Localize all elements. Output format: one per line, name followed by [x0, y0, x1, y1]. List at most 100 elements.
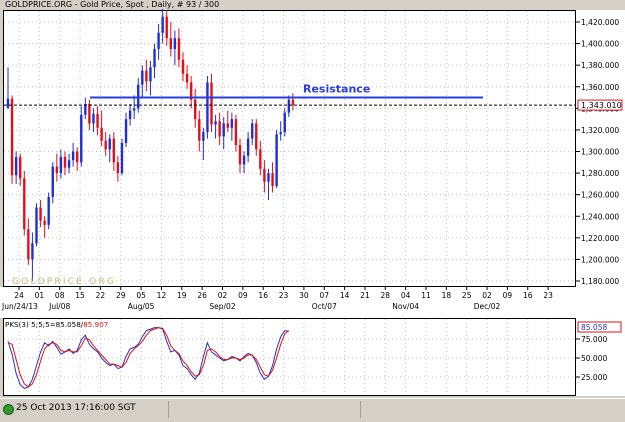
- indicator-panel[interactable]: [3, 318, 576, 396]
- time-axis-month-label: Oct/07: [312, 302, 337, 311]
- watermark: GOLDPRICE.ORG: [12, 277, 116, 287]
- price-bar-body: [116, 162, 120, 174]
- time-axis-label: 09: [503, 291, 513, 300]
- price-axis-label: 1,240.000: [581, 212, 619, 221]
- price-bar-body: [275, 134, 278, 187]
- indicator-lines: [7, 327, 290, 389]
- current-price-label: 1,343.010: [581, 101, 622, 110]
- time-axis-month-label: Jun/24/13: [1, 302, 38, 311]
- time-axis-label: 22: [96, 291, 106, 300]
- price-bar-body: [47, 196, 50, 225]
- price-bar-body: [80, 114, 83, 163]
- price-bar-body: [287, 99, 291, 113]
- status-datetime: 25 Oct 2013 17:16:00 SGT: [16, 403, 136, 413]
- price-axis-label: 1,380.000: [581, 61, 619, 70]
- current-price-badge: [577, 99, 623, 111]
- price-bar-body: [169, 38, 172, 49]
- price-bar-body: [100, 127, 103, 141]
- price-bar-body: [10, 98, 14, 176]
- price-bar-body: [255, 123, 258, 150]
- price-bar-body: [263, 168, 266, 182]
- chart-title: GOLDPRICE.ORG - Gold Price, Spot , Daily…: [5, 0, 220, 9]
- indicator-value-badge: [577, 321, 622, 333]
- indicator-value-label: 85.058: [581, 323, 607, 332]
- price-axis-label: 1,220.000: [581, 234, 619, 243]
- time-axis-label: 02: [218, 291, 228, 300]
- price-bars: [6, 9, 295, 281]
- indicator-line-signal: [7, 327, 290, 388]
- price-bar-body: [230, 119, 234, 128]
- status-divider: [168, 401, 169, 418]
- indicator-title: PKS(3) 5;5;5=85.058/85.907: [5, 320, 108, 329]
- time-axis-label: 18: [442, 291, 452, 300]
- price-bar-body: [59, 156, 63, 174]
- price-bar-body: [173, 38, 177, 49]
- price-bar-body: [137, 84, 140, 109]
- time-axis-label: 29: [116, 291, 126, 300]
- price-bar-body: [71, 151, 75, 161]
- time-axis-label: 16: [258, 291, 268, 300]
- price-panel[interactable]: [3, 10, 576, 287]
- price-bar-body: [222, 123, 225, 137]
- price-axis-label: 1,300.000: [581, 148, 619, 157]
- indicator-axis-label: 50.000: [581, 354, 607, 363]
- indicator-title-signal: 85.907: [83, 320, 108, 329]
- price-axis-label: 1,280.000: [581, 169, 619, 178]
- price-bar-body: [14, 156, 18, 176]
- price-bar-body: [67, 160, 71, 168]
- price-axis-label: 1,420.000: [581, 18, 619, 27]
- time-axis-label: 23: [279, 291, 289, 300]
- indicator-title-main: PKS(3) 5;5;5=85.058/: [5, 320, 84, 329]
- price-bar-body: [165, 16, 168, 39]
- resistance-label: Resistance: [303, 83, 370, 96]
- price-bar-body: [246, 138, 250, 156]
- time-axis-label: 30: [299, 291, 309, 300]
- price-bar-body: [27, 229, 30, 260]
- time-axis-label: 15: [75, 291, 85, 300]
- indicator-axis-label: 25.000: [581, 373, 607, 382]
- time-axis-label: 14: [340, 291, 350, 300]
- price-bar-body: [132, 108, 136, 111]
- price-bar-body: [43, 220, 46, 225]
- price-bar-body: [39, 207, 42, 221]
- price-axis-label: 1,400.000: [581, 40, 619, 49]
- time-axis-label: 01: [35, 291, 45, 300]
- price-bar-body: [153, 48, 156, 68]
- price-bar-body: [96, 113, 99, 128]
- time-axis-label: 12: [157, 291, 167, 300]
- price-bar-body: [214, 121, 217, 125]
- price-bar-body: [104, 140, 107, 150]
- status-divider: [360, 401, 361, 418]
- connection-status-icon: [3, 404, 14, 415]
- price-bar-body: [55, 166, 59, 174]
- time-axis-label: 26: [197, 291, 207, 300]
- price-bar-body: [88, 104, 91, 124]
- price-bar-body: [267, 173, 270, 182]
- price-bar-body: [206, 82, 209, 133]
- price-bar-body: [194, 99, 197, 120]
- price-grid: [4, 11, 575, 286]
- price-bar-body: [31, 243, 34, 260]
- price-axis-label: 1,320.000: [581, 126, 619, 135]
- time-axis-label: 24: [14, 291, 24, 300]
- price-bar-body: [218, 121, 221, 137]
- time-axis-month-label: Nov/04: [392, 302, 419, 311]
- price-bar-body: [226, 123, 229, 128]
- price-bar-body: [234, 119, 238, 146]
- price-bar-body: [210, 82, 213, 125]
- price-bar-body: [189, 82, 193, 100]
- price-bar-body: [251, 123, 254, 139]
- time-axis-label: 21: [360, 291, 370, 300]
- price-bar-body: [149, 67, 152, 82]
- price-axis-label: 1,180.000: [581, 277, 619, 286]
- time-axis: [0, 287, 625, 318]
- price-bar-body: [51, 166, 54, 197]
- price-axis-label: 1,260.000: [581, 191, 619, 200]
- time-axis-label: 05: [136, 291, 146, 300]
- indicator-axis-labels: 75.000 50.000 25.000: [576, 335, 607, 382]
- time-axis-month-label: Dec/02: [474, 302, 501, 311]
- price-bar-body: [19, 156, 22, 179]
- price-bar-body: [145, 70, 148, 82]
- price-bar-body: [128, 110, 132, 120]
- price-bar-body: [157, 32, 160, 49]
